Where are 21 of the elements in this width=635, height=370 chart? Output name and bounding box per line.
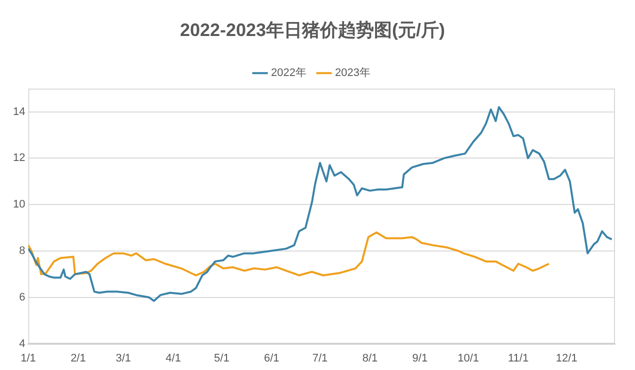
x-tick-label: 8/1 xyxy=(362,352,378,364)
y-tick-label: 8 xyxy=(19,245,26,258)
x-tick-label: 3/1 xyxy=(116,352,131,364)
y-tick-label: 14 xyxy=(12,106,26,118)
y-tick-label: 6 xyxy=(19,291,26,304)
x-tick-label: 10/1 xyxy=(458,352,480,364)
x-tick-label: 6/1 xyxy=(264,352,280,364)
x-tick-label: 7/1 xyxy=(312,352,328,364)
x-tick-label: 1/1 xyxy=(20,352,36,364)
y-tick-label: 10 xyxy=(12,198,26,211)
chart-title: 2022-2023年日猪价趋势图(元/斤) xyxy=(180,20,446,40)
x-tick-label: 4/1 xyxy=(166,352,181,364)
x-tick-label: 2/1 xyxy=(70,352,86,364)
x-tick-label: 12/1 xyxy=(556,352,578,364)
y-tick-label: 12 xyxy=(12,152,26,164)
x-tick-label: 9/1 xyxy=(412,352,428,364)
legend-label: 2022年 xyxy=(271,67,307,80)
legend-label: 2023年 xyxy=(335,67,370,80)
x-tick-label: 5/1 xyxy=(214,352,230,364)
y-tick-label: 4 xyxy=(19,338,26,350)
x-tick-label: 11/1 xyxy=(508,352,529,364)
